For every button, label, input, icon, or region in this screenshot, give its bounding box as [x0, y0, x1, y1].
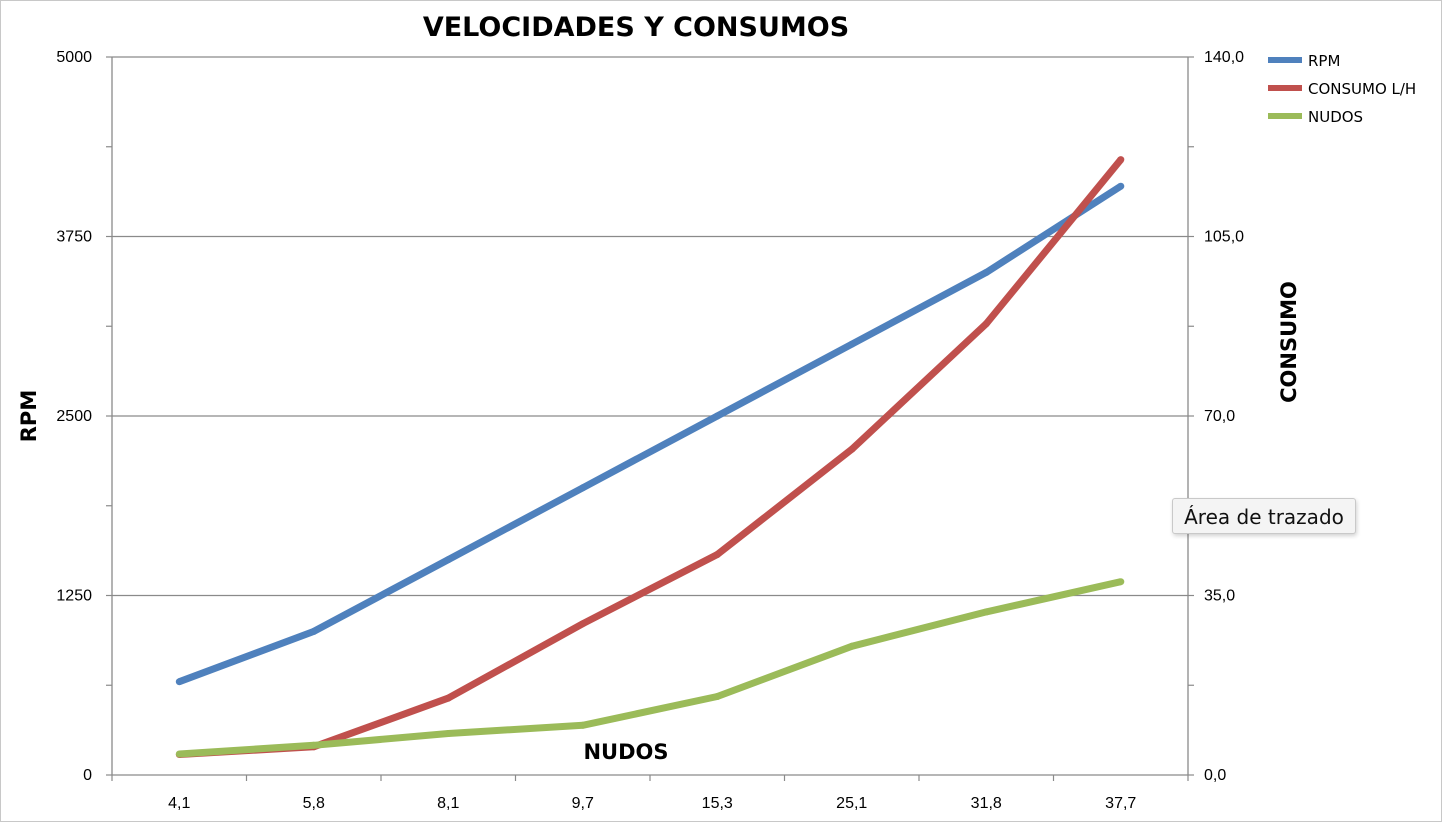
y-tick-label-left: 5000 — [56, 49, 92, 66]
data-point — [982, 268, 990, 276]
y-tick-label-right: 70,0 — [1204, 408, 1235, 425]
y-tick-label-left: 2500 — [56, 408, 92, 425]
y-tick-label-right: 35,0 — [1204, 588, 1235, 605]
series-line-3 — [179, 578, 1122, 758]
data-point — [175, 750, 183, 758]
data-point — [1117, 182, 1125, 190]
legend-label: CONSUMO L/H — [1308, 80, 1416, 98]
series-line-2 — [179, 157, 1124, 758]
legend-label: RPM — [1308, 52, 1340, 70]
data-point — [713, 551, 721, 558]
data-point — [444, 694, 452, 702]
y-tick-label-right: 0,0 — [1204, 767, 1226, 784]
chart-title: VELOCIDADES Y CONSUMOS — [423, 12, 849, 43]
data-point — [848, 445, 856, 453]
y2-axis-title: CONSUMO — [1277, 281, 1301, 403]
data-point — [1117, 578, 1125, 586]
data-point — [982, 320, 990, 328]
x-axis-title: NUDOS — [583, 740, 668, 764]
x-tick-label: 5,8 — [303, 795, 325, 812]
x-tick-label: 9,7 — [572, 795, 594, 812]
data-point — [579, 721, 587, 729]
x-tick-label: 25,1 — [836, 795, 867, 812]
data-point — [1117, 156, 1125, 164]
data-point — [713, 693, 721, 700]
x-tick-label: 4,1 — [168, 795, 190, 812]
y-tick-label-left: 1250 — [56, 588, 92, 605]
y-axis-title: RPM — [17, 390, 41, 442]
data-point — [982, 608, 990, 616]
series-line-1 — [178, 183, 1123, 685]
data-point — [310, 741, 318, 749]
x-tick-label: 37,7 — [1105, 795, 1136, 812]
y-tick-label-right: 140,0 — [1204, 49, 1244, 66]
plot-area-tooltip: Área de trazado — [1172, 498, 1356, 534]
data-point — [848, 642, 856, 650]
data-point — [579, 620, 587, 628]
x-tick-label: 15,3 — [702, 795, 733, 812]
data-point — [175, 678, 183, 686]
y-tick-label-left: 3750 — [56, 229, 92, 246]
y-tick-label-left: 0 — [83, 767, 92, 784]
data-point — [713, 412, 721, 420]
x-tick-label: 31,8 — [971, 795, 1002, 812]
legend-label: NUDOS — [1308, 108, 1363, 126]
data-point — [444, 730, 452, 737]
data-point — [444, 556, 452, 564]
data-point — [310, 627, 318, 635]
y-tick-label-right: 105,0 — [1204, 229, 1244, 246]
data-point — [579, 484, 587, 492]
data-point — [848, 340, 856, 348]
x-tick-label: 8,1 — [437, 795, 459, 812]
